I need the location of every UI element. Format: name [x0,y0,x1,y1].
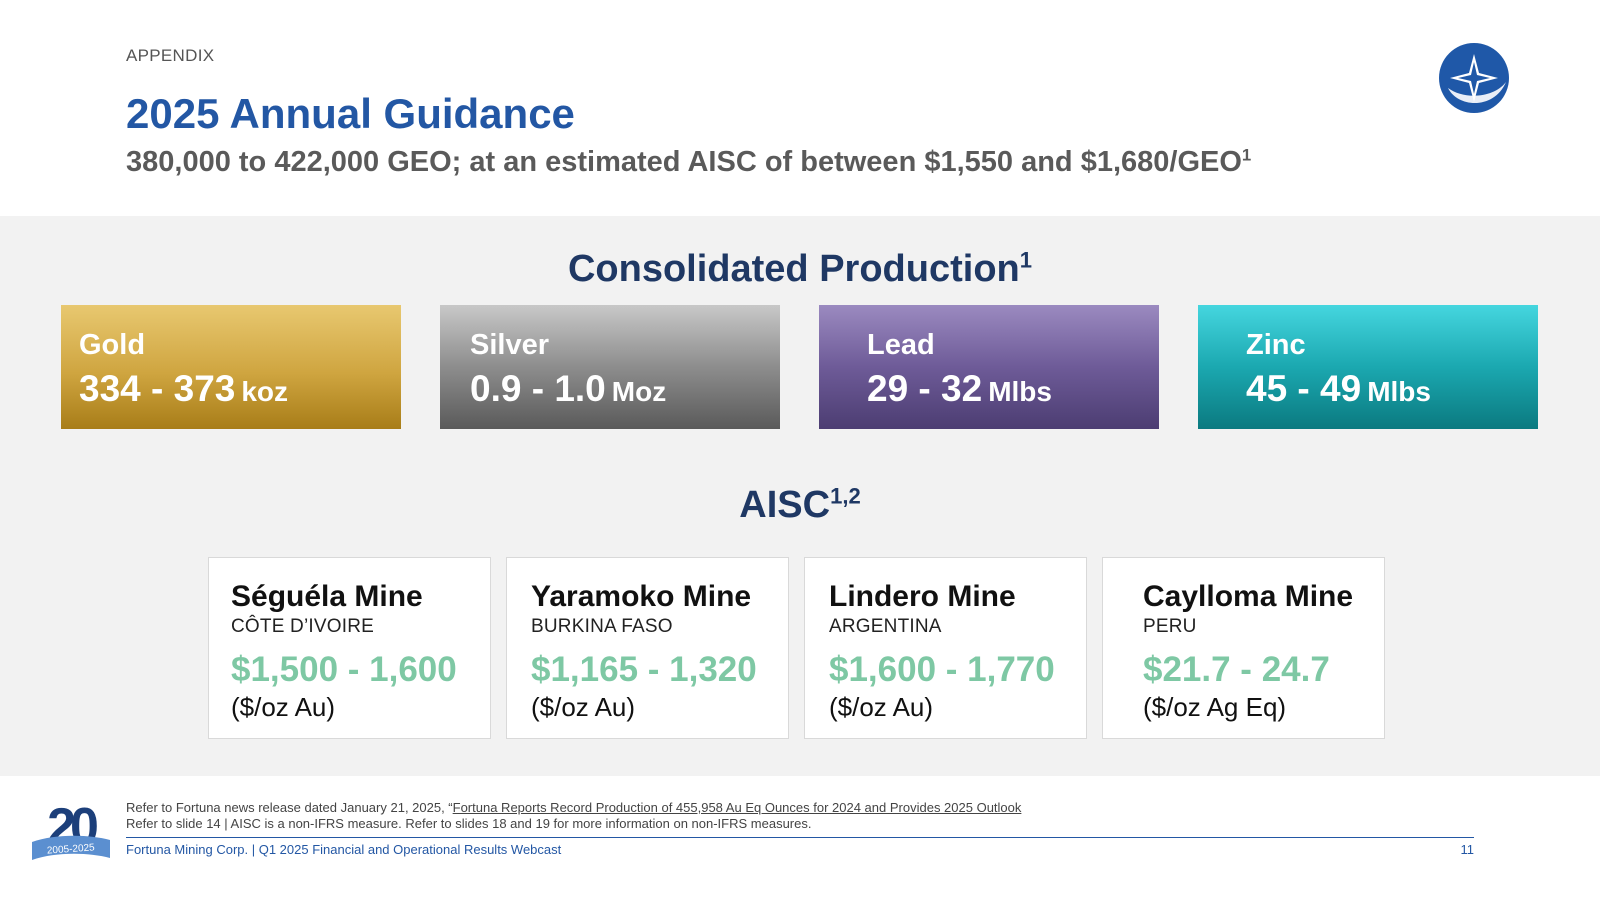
metal-range: 45 - 49 [1246,368,1362,409]
subtitle-footnote-ref: 1 [1241,145,1252,165]
eyebrow-label: APPENDIX [126,46,215,65]
metal-unit: koz [241,376,289,407]
metal-unit: Moz [611,376,667,407]
mine-country: PERU [1143,616,1197,637]
footnote-1: Refer to Fortuna news release dated Janu… [126,800,1021,815]
metal-unit: Mlbs [1367,376,1431,407]
mine-aisc-unit: ($/oz Au) [531,692,636,722]
page-title: 2025 Annual Guidance [126,90,575,137]
mine-aisc-range: $21.7 - 24.7 [1143,650,1330,689]
metal-card-zinc: Zinc 45 - 49 Mlbs [1198,305,1538,429]
metal-name: Gold [79,329,146,361]
anniversary-badge-icon: 20 2005-2025 [32,798,110,860]
news-release-link[interactable]: Fortuna Reports Record Production of 455… [452,800,1022,815]
footnote-1-text: Refer to Fortuna news release dated Janu… [126,800,453,815]
metal-name: Silver [470,329,549,361]
page-number: 11 [1460,842,1475,857]
mine-country: CÔTE D’IVOIRE [231,616,375,637]
aisc-heading: AISC1,2 [0,484,1600,527]
mine-country: BURKINA FASO [531,616,673,637]
fortuna-star-logo-icon [1439,43,1509,113]
footnote-2: Refer to slide 14 | AISC is a non-IFRS m… [126,816,812,831]
metal-card-lead: Lead 29 - 32 Mlbs [819,305,1159,429]
production-footnote-ref: 1 [1019,247,1033,273]
production-heading-text: Consolidated Production [567,248,1020,290]
mine-name: Yaramoko Mine [531,580,752,613]
mine-aisc-unit: ($/oz Au) [231,692,336,722]
metal-card-silver: Silver 0.9 - 1.0 Moz [440,305,780,429]
metal-card-gold: Gold 334 - 373 koz [61,305,401,429]
mine-card-yaramoko: Yaramoko Mine BURKINA FASO $1,165 - 1,32… [506,557,789,739]
mine-name: Séguéla Mine [231,580,423,613]
mine-aisc-range: $1,600 - 1,770 [829,650,1055,689]
mine-card-seguela: Séguéla Mine CÔTE D’IVOIRE $1,500 - 1,60… [208,557,491,739]
mine-aisc-range: $1,165 - 1,320 [531,650,757,689]
mine-card-caylloma: Caylloma Mine PERU $21.7 - 24.7 ($/oz Ag… [1102,557,1385,739]
mine-card-lindero: Lindero Mine ARGENTINA $1,600 - 1,770 ($… [804,557,1087,739]
anniversary-years: 2005-2025 [47,842,96,856]
mine-country: ARGENTINA [829,616,942,637]
metal-range: 29 - 32 [867,368,983,409]
metal-range: 0.9 - 1.0 [470,368,606,409]
footer-company: Fortuna Mining Corp. | Q1 2025 Financial… [126,842,562,857]
mine-aisc-unit: ($/oz Au) [829,692,934,722]
aisc-heading-text: AISC [739,484,831,526]
metal-unit: Mlbs [988,376,1052,407]
production-heading: Consolidated Production1 [0,248,1600,291]
footer-divider [126,837,1474,838]
mine-aisc-unit: ($/oz Ag Eq) [1143,692,1287,722]
mine-name: Lindero Mine [829,580,1016,613]
subtitle-text: 380,000 to 422,000 GEO; at an estimated … [126,146,1242,178]
metal-name: Zinc [1246,329,1306,361]
aisc-footnote-ref: 1,2 [830,483,861,509]
mine-aisc-range: $1,500 - 1,600 [231,650,457,689]
metal-range: 334 - 373 [79,368,236,409]
page-subtitle: 380,000 to 422,000 GEO; at an estimated … [126,146,1251,179]
mine-name: Caylloma Mine [1143,580,1354,613]
metal-name: Lead [867,329,935,361]
